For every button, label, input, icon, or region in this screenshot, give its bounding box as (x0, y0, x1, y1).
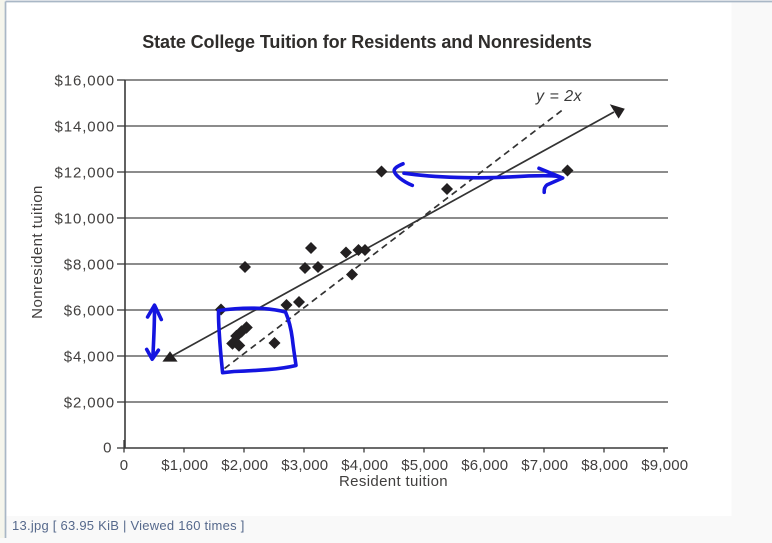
svg-text:$2,000: $2,000 (64, 395, 115, 412)
svg-text:$9,000: $9,000 (641, 457, 688, 474)
svg-text:$10,000: $10,000 (54, 211, 115, 228)
svg-text:$14,000: $14,000 (54, 119, 115, 136)
svg-text:$3,000: $3,000 (281, 457, 328, 474)
svg-text:0: 0 (103, 440, 111, 457)
svg-text:Resident tuition: Resident tuition (339, 473, 448, 490)
svg-text:$5,000: $5,000 (401, 457, 448, 474)
svg-text:Nonresident tuition: Nonresident tuition (29, 185, 46, 319)
svg-text:13.jpg [ 63.95 KiB | Viewed 16: 13.jpg [ 63.95 KiB | Viewed 160 times ] (12, 518, 245, 533)
svg-text:$7,000: $7,000 (521, 457, 568, 474)
svg-text:y = 2x: y = 2x (535, 88, 583, 105)
svg-text:$2,000: $2,000 (221, 457, 268, 474)
svg-text:$8,000: $8,000 (581, 457, 628, 474)
svg-text:$12,000: $12,000 (54, 165, 115, 182)
svg-text:$4,000: $4,000 (64, 349, 115, 366)
svg-text:State College Tuition for Resi: State College Tuition for Residents and … (142, 32, 592, 52)
svg-text:0: 0 (120, 457, 129, 474)
svg-text:$6,000: $6,000 (64, 303, 115, 320)
svg-text:$16,000: $16,000 (54, 73, 115, 90)
svg-text:$8,000: $8,000 (64, 257, 115, 274)
svg-text:$4,000: $4,000 (341, 457, 388, 474)
svg-text:$6,000: $6,000 (461, 457, 508, 474)
svg-text:$1,000: $1,000 (161, 457, 208, 474)
